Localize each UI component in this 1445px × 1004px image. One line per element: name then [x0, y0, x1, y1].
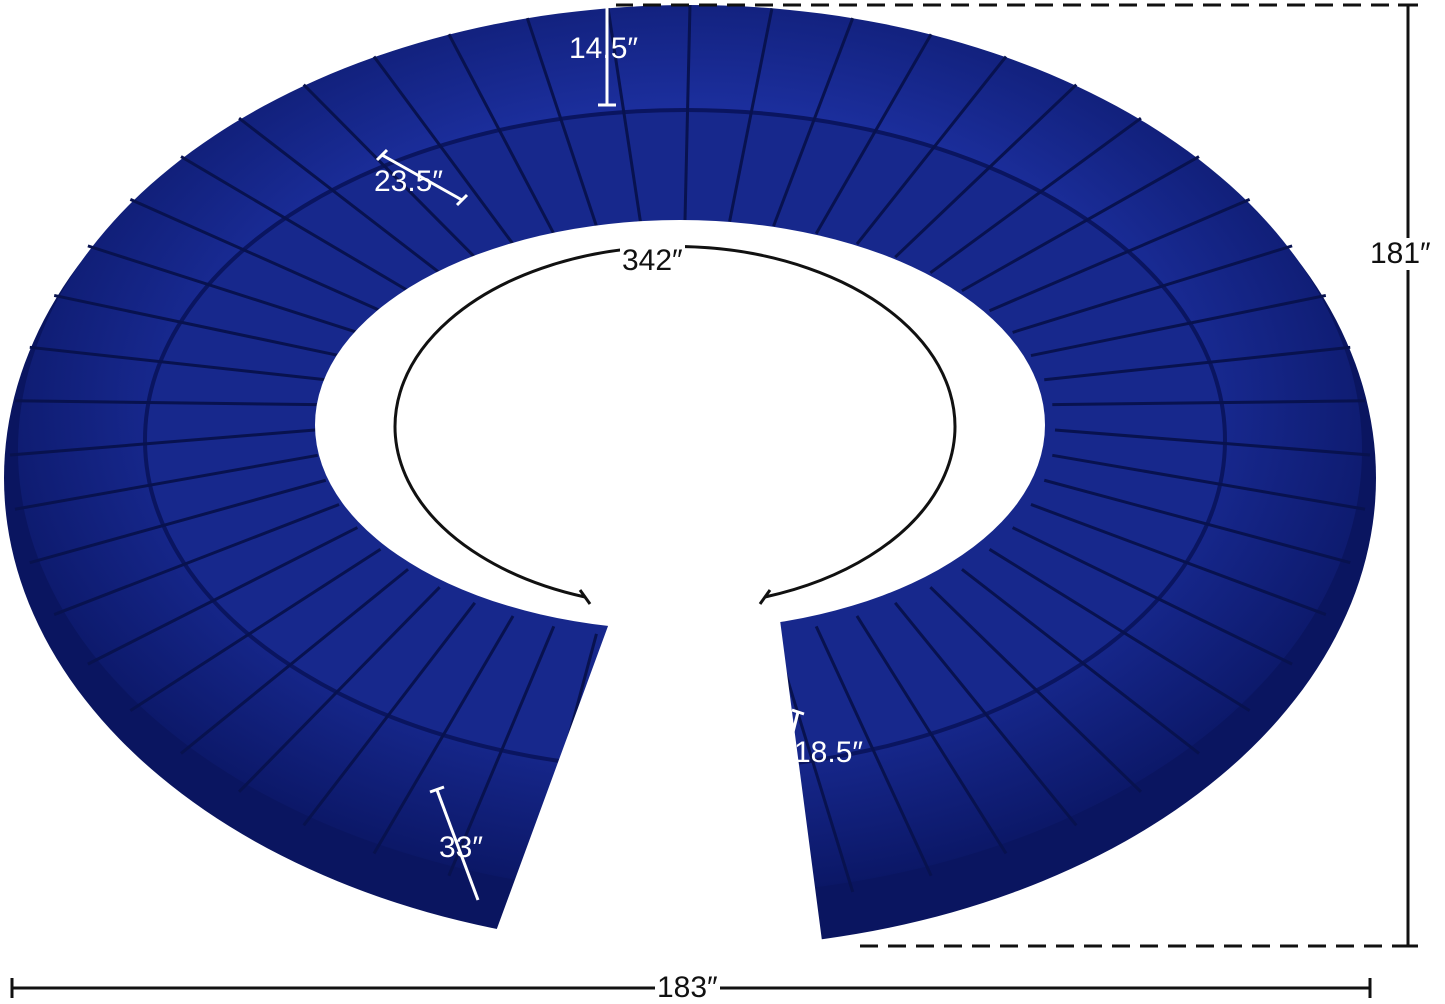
tuft-channel — [447, 33, 556, 235]
tuft-channel — [728, 7, 774, 222]
tuft-channel — [855, 615, 1008, 855]
tuft-channel — [814, 625, 933, 877]
tuft-channel — [1043, 478, 1351, 565]
tuft-channel — [1011, 526, 1293, 666]
tuft-channel — [1052, 399, 1366, 407]
back-height-label: 14.5″ — [569, 32, 639, 65]
tuft-channel — [372, 615, 515, 855]
tuft-channel — [728, 638, 774, 902]
tuft-channel — [961, 568, 1200, 755]
tuft-channel — [1012, 244, 1293, 334]
tuft-channel — [129, 548, 382, 712]
tuft-channel — [606, 638, 642, 902]
tuft-channel — [1052, 453, 1366, 511]
tuft-channel — [180, 155, 409, 293]
tuft-channel — [302, 83, 476, 259]
seat-height-label: 18.5″ — [794, 736, 864, 769]
tuft-channel — [988, 548, 1251, 712]
tuft-channel — [814, 33, 933, 235]
seat-ring — [145, 110, 1225, 770]
tuft-channel — [53, 503, 340, 616]
tuft-channel — [1030, 293, 1327, 358]
tuft-channel — [87, 244, 358, 334]
overall-width-label: 183″ — [655, 971, 720, 1004]
seat-depth-label: 23.5″ — [374, 165, 444, 198]
tuft-channel — [1054, 428, 1371, 457]
tuft-channel — [855, 55, 1008, 245]
tuft-channel — [14, 453, 318, 511]
dimension-lines — [10, 3, 1418, 998]
inner-circumference-label: 342″ — [620, 244, 685, 277]
tuft-channel — [929, 116, 1142, 275]
tuft-channel — [894, 601, 1078, 827]
overall-depth-label: 181″ — [1368, 237, 1433, 270]
tuft-channel — [9, 428, 316, 457]
tuft-channel — [525, 17, 598, 227]
tuft-channel — [447, 625, 556, 877]
tuft-channel — [988, 197, 1251, 313]
tuft-channel — [372, 55, 515, 245]
circular-sofa — [4, 4, 1376, 948]
tuft-channel — [894, 83, 1078, 259]
overall-height-label: 33″ — [439, 831, 483, 864]
tuft-channel — [772, 17, 855, 227]
tuft-channel — [238, 586, 441, 793]
tuft-channel — [29, 478, 327, 565]
tuft-channel — [238, 116, 441, 275]
tuft-channel — [1030, 503, 1327, 616]
tuft-channel — [929, 586, 1142, 793]
tuft-channel — [606, 8, 642, 222]
tuft-channel — [29, 345, 326, 382]
tuft-channel — [180, 568, 409, 755]
tuft-channel — [129, 198, 382, 313]
tuft-channel — [683, 639, 692, 906]
tuft-channel — [961, 155, 1200, 293]
tuft-channel — [525, 633, 598, 893]
tuft-channel — [14, 399, 318, 407]
tuft-channel — [772, 633, 855, 893]
tuft-channel — [683, 4, 692, 221]
tuft-channel — [53, 293, 340, 358]
tuft-channel — [302, 601, 477, 827]
tuft-channel — [1044, 345, 1351, 382]
tuft-channel — [87, 526, 359, 666]
